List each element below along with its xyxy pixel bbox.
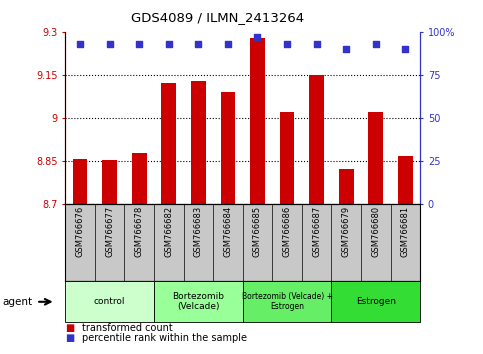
Text: GSM766686: GSM766686 [283,206,292,257]
Bar [161,84,176,204]
Text: ■: ■ [65,323,74,333]
FancyBboxPatch shape [65,281,154,322]
Text: agent: agent [2,297,32,307]
Bar [398,156,413,204]
Point [76,41,84,47]
Bar [309,75,324,204]
Bar [221,92,235,204]
Text: GSM766682: GSM766682 [164,206,173,257]
Point [313,41,321,47]
Text: ■: ■ [65,333,74,343]
Text: Bortezomib (Velcade) +
Estrogen: Bortezomib (Velcade) + Estrogen [242,292,333,312]
Point [342,46,350,52]
Text: Bortezomib
(Velcade): Bortezomib (Velcade) [172,292,224,312]
Point [135,41,143,47]
Text: GSM766681: GSM766681 [401,206,410,257]
Text: GSM766677: GSM766677 [105,206,114,257]
Point [254,34,261,40]
Point [195,41,202,47]
Text: GSM766684: GSM766684 [224,206,232,257]
Text: GSM766679: GSM766679 [342,206,351,257]
FancyBboxPatch shape [154,281,242,322]
Text: percentile rank within the sample: percentile rank within the sample [82,333,247,343]
Text: GSM766687: GSM766687 [312,206,321,257]
Text: transformed count: transformed count [82,323,173,333]
Bar [250,38,265,204]
Text: Estrogen: Estrogen [356,297,396,306]
Text: GSM766685: GSM766685 [253,206,262,257]
Bar [280,112,295,204]
FancyBboxPatch shape [242,281,331,322]
Text: GSM766676: GSM766676 [75,206,85,257]
Text: GSM766683: GSM766683 [194,206,203,257]
Text: GSM766680: GSM766680 [371,206,380,257]
Text: GDS4089 / ILMN_2413264: GDS4089 / ILMN_2413264 [131,11,304,24]
Point [372,41,380,47]
Bar [102,160,117,204]
Point [401,46,409,52]
Point [165,41,172,47]
Text: control: control [94,297,125,306]
Bar [132,153,146,204]
Bar [339,169,354,204]
Point [224,41,232,47]
Bar [191,80,206,204]
Bar [72,159,87,204]
Bar [369,112,383,204]
FancyBboxPatch shape [331,281,420,322]
Point [283,41,291,47]
Point [106,41,114,47]
Text: GSM766678: GSM766678 [135,206,143,257]
